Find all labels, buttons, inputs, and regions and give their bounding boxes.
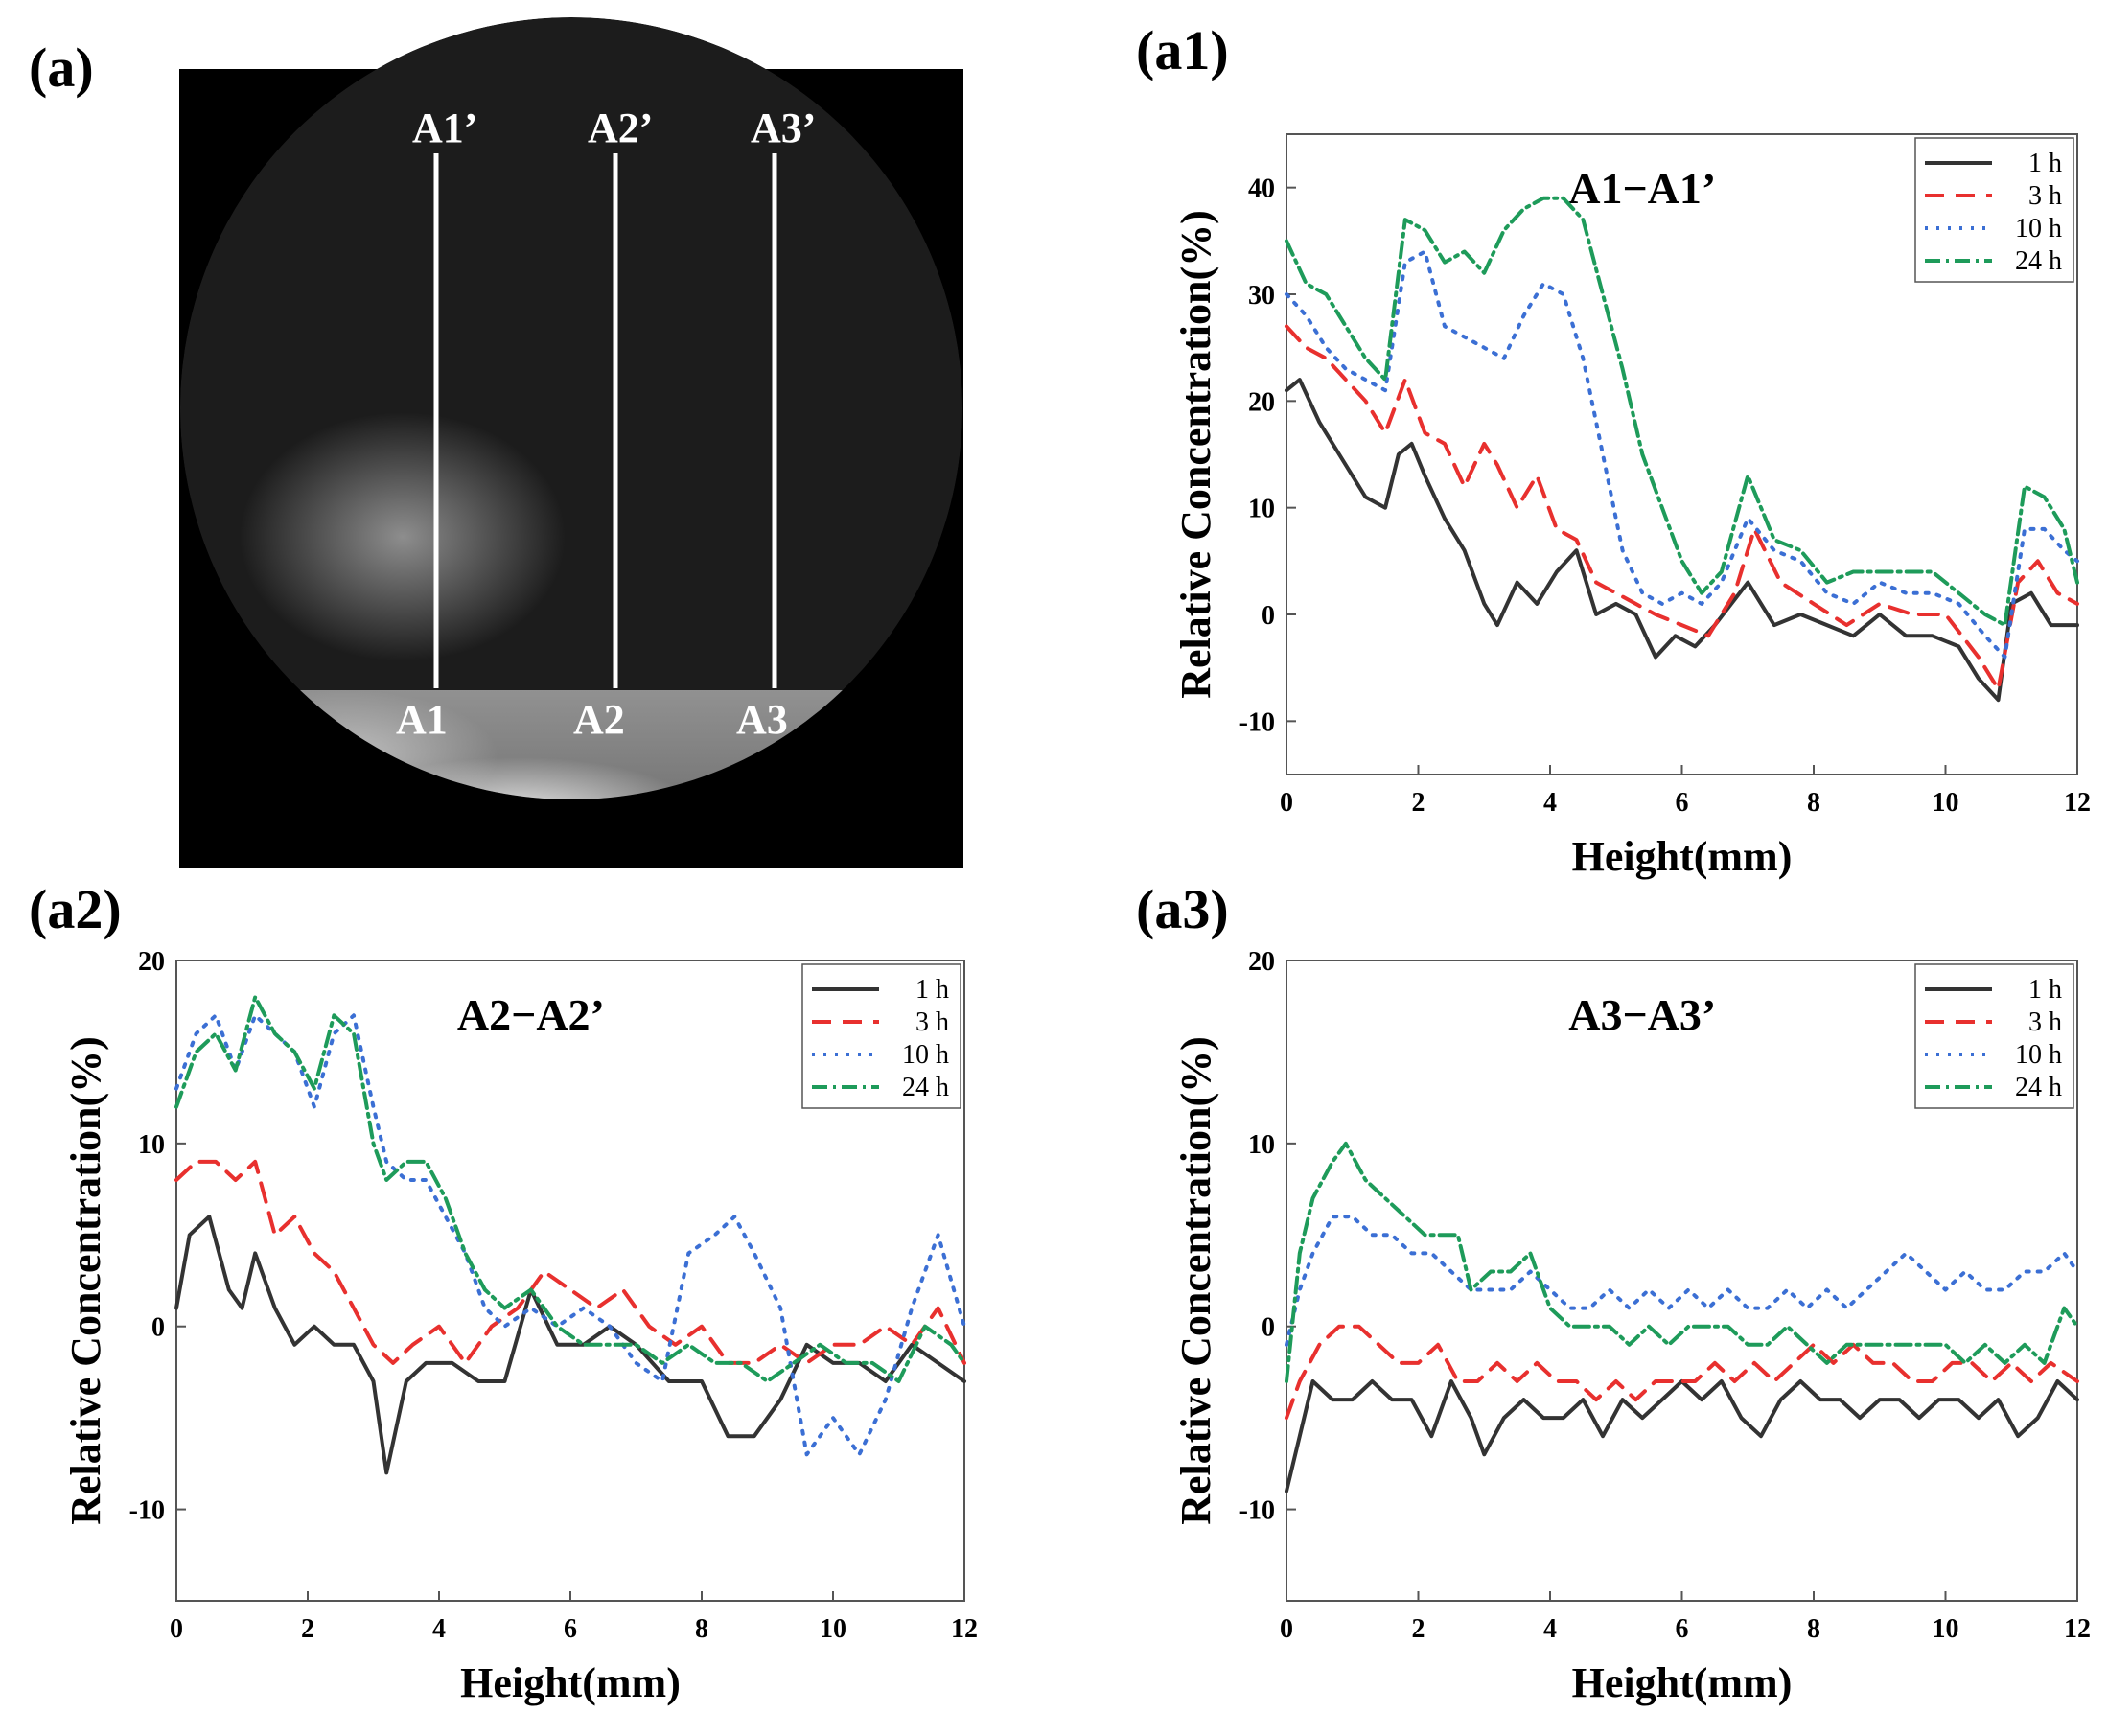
a1-xtick-label: 8 — [1807, 788, 1820, 818]
sample-texture — [240, 412, 566, 661]
a2-xtick-label: 12 — [951, 1614, 978, 1644]
panel-tag-a2: (a2) — [29, 878, 122, 940]
a1-ytick-label: 20 — [1248, 387, 1275, 417]
a3-ytick-label: 20 — [1248, 947, 1275, 977]
panel-tag-a: (a) — [29, 36, 94, 99]
a2-series-3h — [174, 1159, 966, 1365]
sample-disk — [180, 17, 962, 799]
a1-series-24h — [1285, 196, 2079, 628]
a3-series-1h — [1285, 1379, 2079, 1493]
a3-xtick-label: 12 — [2064, 1614, 2091, 1644]
a3-ytick-label: 0 — [1262, 1313, 1275, 1343]
a3-xtick-label: 10 — [1933, 1614, 1959, 1644]
a1-legend-label: 1 h — [2028, 149, 2062, 178]
a2-ylabel: Relative Concentration(%) — [62, 1036, 109, 1525]
a2-ytick-label: 20 — [138, 947, 165, 977]
a2-series-1h — [174, 1215, 966, 1475]
a1-series-10h — [1285, 249, 2079, 660]
a3-xtick-label: 4 — [1543, 1614, 1557, 1644]
a2-series-24h — [174, 995, 966, 1383]
a2-legend-label: 1 h — [915, 975, 949, 1005]
a1-legend-label: 24 h — [2015, 246, 2062, 276]
panel-tag-a1: (a1) — [1136, 19, 1229, 81]
a2-series-10h — [174, 1013, 966, 1457]
a1-series-3h — [1285, 324, 2079, 691]
a3-title: A3−A3’ — [1568, 990, 1716, 1039]
a2-legend-label: 24 h — [902, 1073, 949, 1102]
a2-ytick-label: 0 — [151, 1313, 165, 1343]
a1-ytick-label: -10 — [1239, 707, 1275, 737]
xray-image-panel: A1’ A2’ A3’ A1 A2 A3 — [179, 17, 963, 868]
a2-xlabel: Height(mm) — [460, 1659, 681, 1706]
chart-a2: 0 2 4 6 8 10 12 -10 0 10 20 Height(mm) Relative Conc… — [62, 947, 978, 1706]
a2-ytick-label: -10 — [129, 1496, 165, 1526]
scan-label-a3-bottom: A3 — [736, 696, 788, 743]
a3-ytick-label: -10 — [1239, 1496, 1275, 1526]
a3-xlabel: Height(mm) — [1572, 1659, 1793, 1706]
a1-ylabel: Relative Concentration(%) — [1172, 210, 1219, 699]
chart-a3: 0 2 4 6 8 10 12 -10 0 10 20 Height(mm) Relative Conc… — [1172, 947, 2091, 1706]
a1-title: A1−A1’ — [1568, 164, 1716, 213]
a1-ytick-label: 0 — [1262, 601, 1275, 631]
a1-xtick-label: 2 — [1412, 788, 1425, 818]
a1-xtick-label: 10 — [1933, 788, 1959, 818]
a1-ytick-label: 10 — [1248, 495, 1275, 524]
a1-ytick-label: 40 — [1248, 174, 1275, 204]
a2-xtick-label: 10 — [820, 1614, 846, 1644]
a2-title: A2−A2’ — [457, 990, 605, 1039]
a3-series-3h — [1285, 1324, 2079, 1421]
a2-legend-label: 3 h — [915, 1007, 949, 1037]
chart-a1: 0 2 4 6 8 10 12 -10 0 10 20 30 40 Height(mm) Relative … — [1172, 133, 2091, 880]
a1-legend-label: 10 h — [2015, 214, 2062, 243]
a2-ytick-label: 10 — [138, 1130, 165, 1160]
a2-xtick-label: 0 — [170, 1614, 183, 1644]
a1-xtick-label: 12 — [2064, 788, 2091, 818]
a1-xtick-label: 4 — [1543, 788, 1557, 818]
a3-legend-label: 10 h — [2015, 1040, 2062, 1070]
a2-xtick-label: 4 — [432, 1614, 446, 1644]
a3-legend-label: 3 h — [2028, 1007, 2062, 1037]
a1-series-1h — [1285, 378, 2079, 703]
a3-ytick-label: 10 — [1248, 1130, 1275, 1160]
a2-legend-label: 10 h — [902, 1040, 949, 1070]
a2-xtick-label: 2 — [301, 1614, 314, 1644]
a3-xtick-label: 8 — [1807, 1614, 1820, 1644]
a1-xtick-label: 0 — [1280, 788, 1293, 818]
scan-label-a2-top: A2’ — [588, 104, 653, 151]
scan-label-a1-top: A1’ — [412, 104, 477, 151]
a1-xtick-label: 6 — [1676, 788, 1689, 818]
a2-xtick-label: 6 — [564, 1614, 577, 1644]
a3-series-10h — [1285, 1215, 2079, 1347]
a2-xtick-label: 8 — [695, 1614, 708, 1644]
a3-xtick-label: 0 — [1280, 1614, 1293, 1644]
a1-xlabel: Height(mm) — [1572, 833, 1793, 880]
a3-legend-label: 24 h — [2015, 1073, 2062, 1102]
a3-ylabel: Relative Concentration(%) — [1172, 1036, 1219, 1525]
a1-legend-label: 3 h — [2028, 181, 2062, 211]
a3-xtick-label: 2 — [1412, 1614, 1425, 1644]
scan-label-a3-top: A3’ — [751, 104, 816, 151]
panel-tag-a3: (a3) — [1136, 878, 1229, 940]
a3-legend-label: 1 h — [2028, 975, 2062, 1005]
a3-series-24h — [1285, 1141, 2079, 1383]
scan-label-a2-bottom: A2 — [573, 696, 625, 743]
scan-label-a1-bottom: A1 — [396, 696, 448, 743]
a3-xtick-label: 6 — [1676, 1614, 1689, 1644]
a1-ytick-label: 30 — [1248, 281, 1275, 311]
